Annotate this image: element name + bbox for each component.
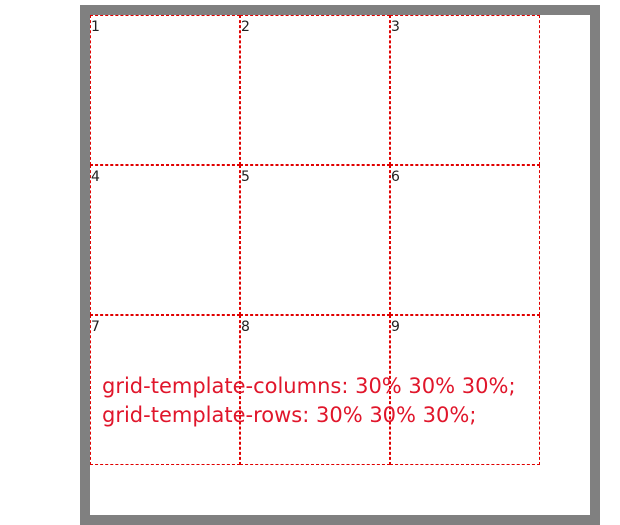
- grid-cell-1: 1: [90, 15, 240, 165]
- grid-caption: grid-template-columns: 30% 30% 30%; grid…: [102, 372, 516, 430]
- grid-cell-9: 9: [390, 315, 540, 465]
- grid-cell-8: 8: [240, 315, 390, 465]
- caption-rows-line: grid-template-rows: 30% 30% 30%;: [102, 403, 477, 427]
- grid-cell-3: 3: [390, 15, 540, 165]
- grid-container: 1 2 3 4 5 6 7 8 9: [80, 5, 600, 525]
- grid-cell-7: 7: [90, 315, 240, 465]
- grid-cell-2: 2: [240, 15, 390, 165]
- grid-cell-4: 4: [90, 165, 240, 315]
- grid-cell-6: 6: [390, 165, 540, 315]
- grid-cell-5: 5: [240, 165, 390, 315]
- caption-columns-line: grid-template-columns: 30% 30% 30%;: [102, 374, 516, 398]
